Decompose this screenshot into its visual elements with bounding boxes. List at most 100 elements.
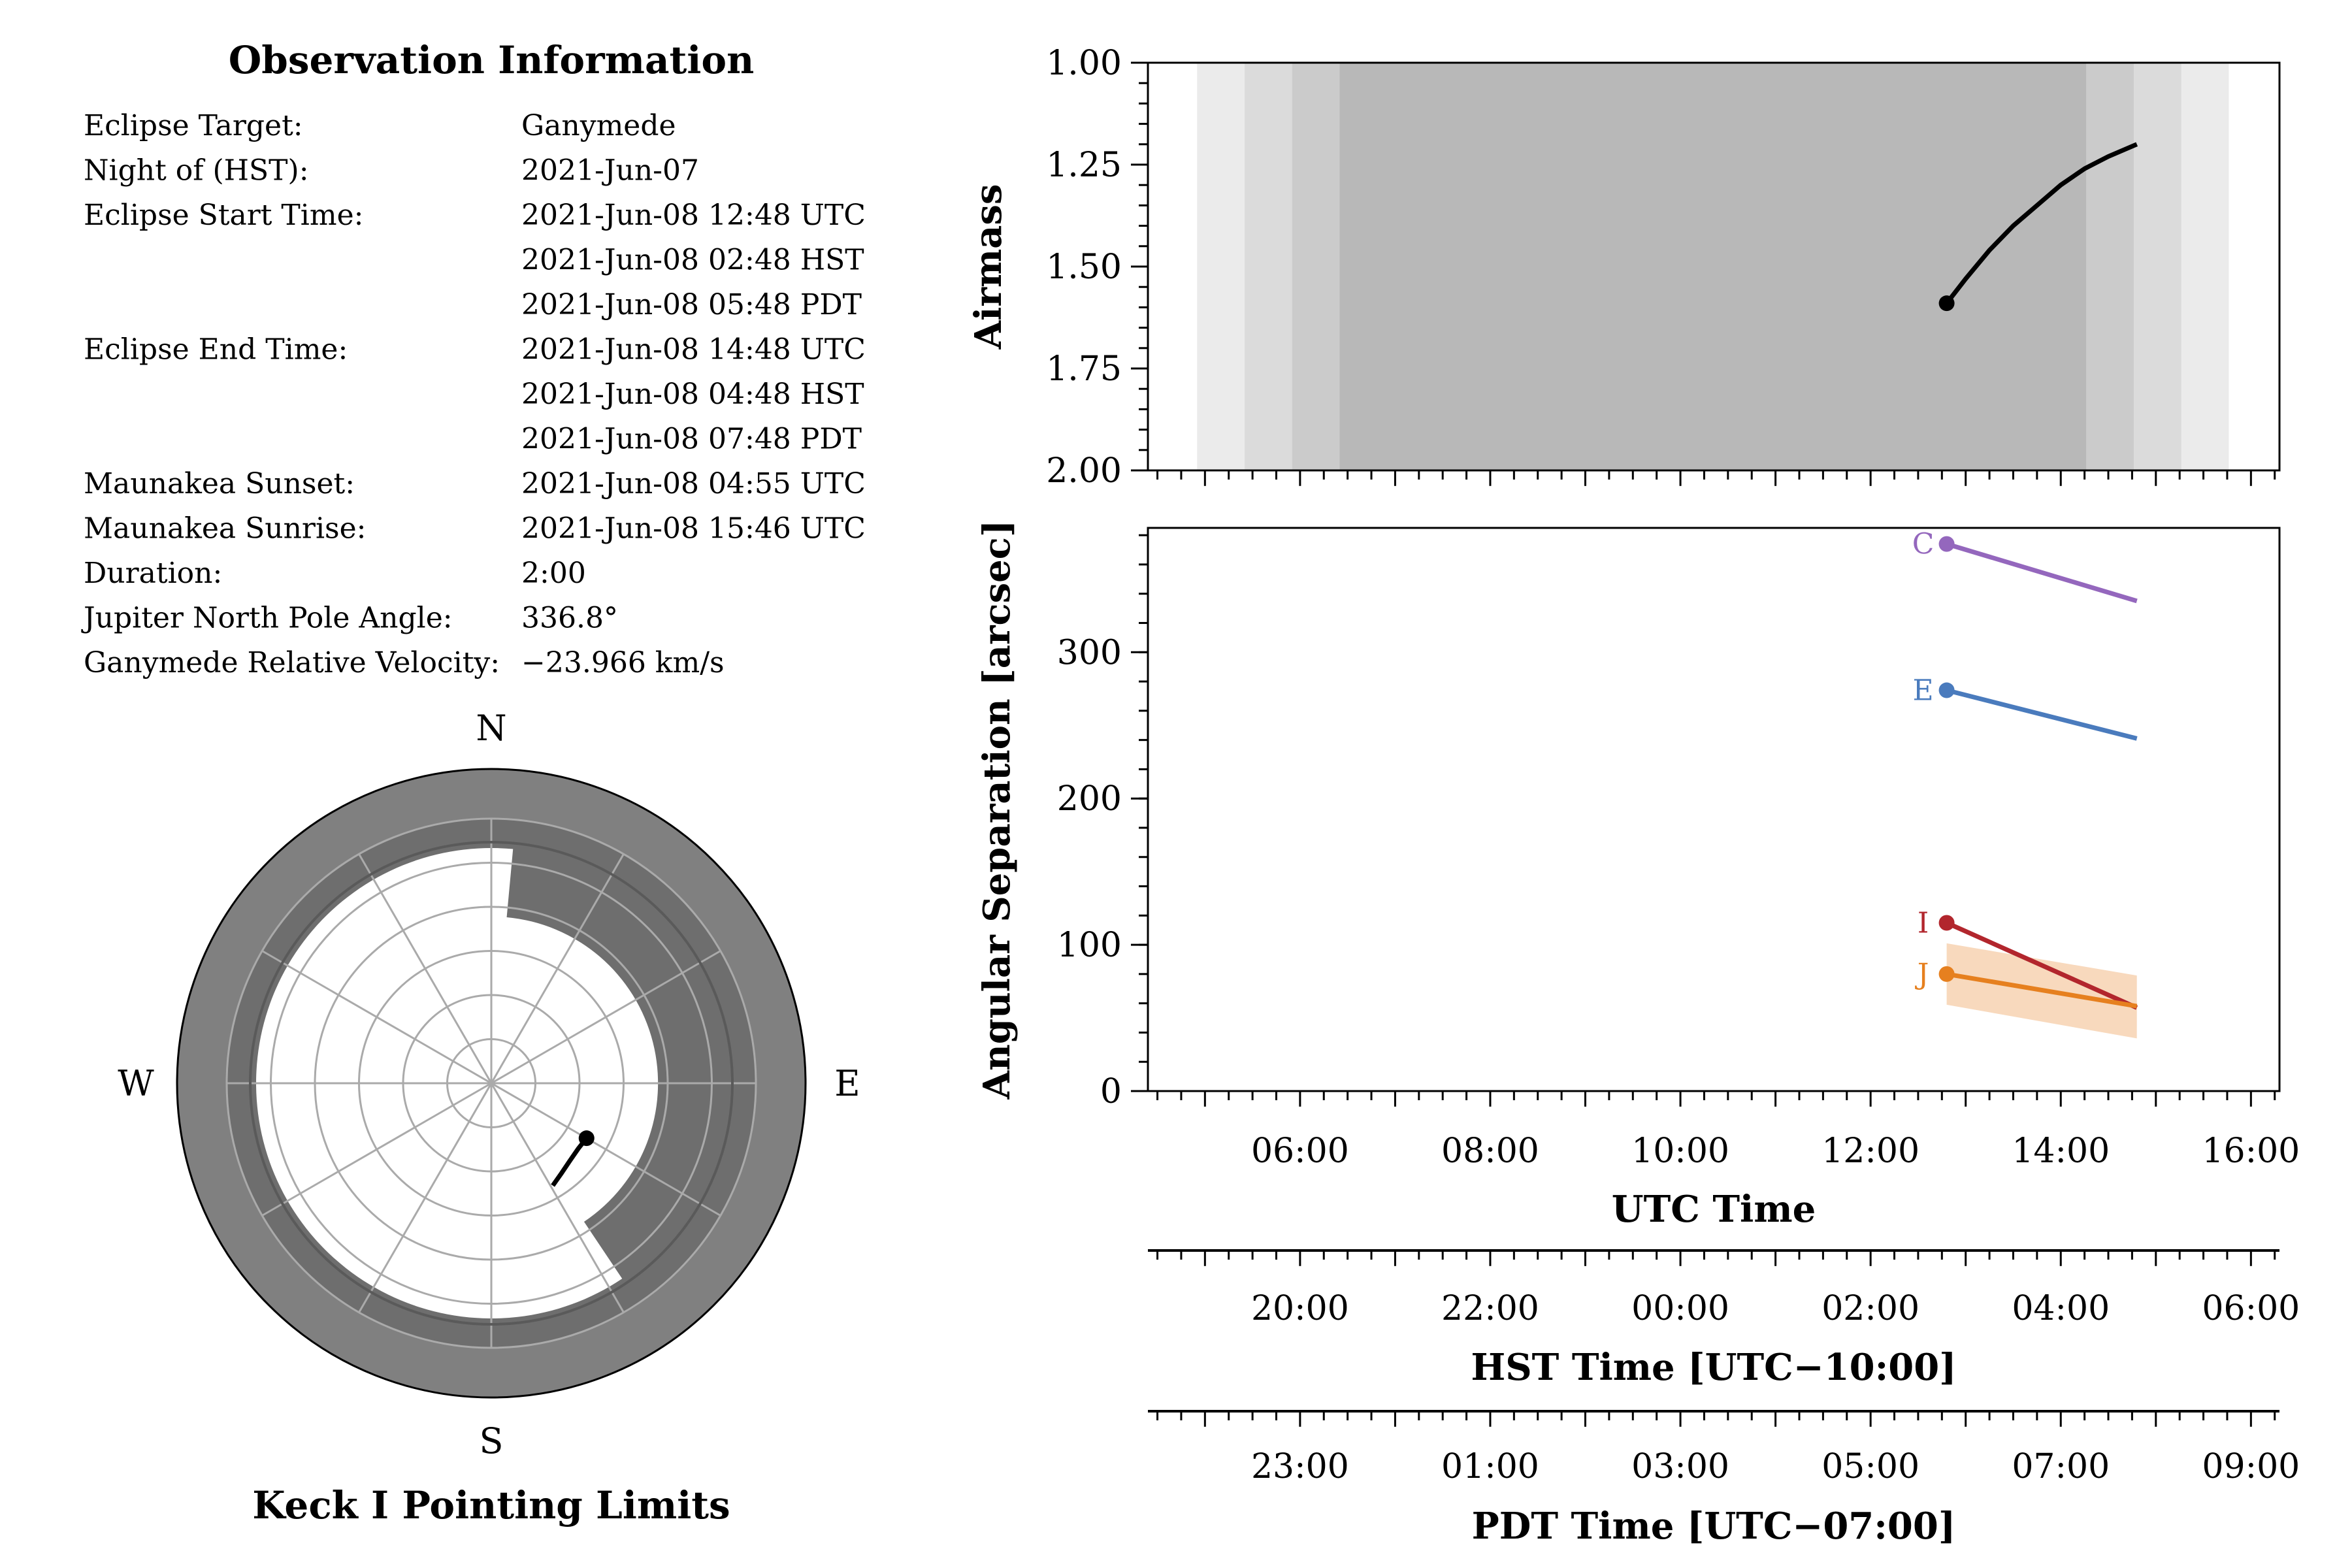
info-row-value: 336.8° — [521, 602, 618, 635]
info-row-label: Jupiter North Pole Angle: — [81, 602, 453, 635]
separation-plot-frame — [1147, 527, 2281, 1092]
info-row-value: 2021-Jun-07 — [521, 154, 699, 188]
series-C-label: C — [1912, 528, 1935, 561]
time-axes: 06:00 08:00 10:00 12:00 14:00 16:00 UTC Time 20… — [1148, 1132, 2300, 1548]
pointing-limits-title: Keck I Pointing Limits — [252, 1483, 730, 1527]
time-axis-tick-label: 05:00 — [1821, 1447, 1919, 1486]
compass-south: S — [480, 1420, 504, 1462]
info-row-value: 2021-Jun-08 14:48 UTC — [521, 333, 866, 367]
info-row-label: Eclipse Target: — [84, 109, 303, 142]
observation-info-panel: Observation Information Eclipse Target: G… — [81, 38, 866, 679]
info-row-label: Maunakea Sunrise: — [84, 512, 366, 546]
separation-y-axis: 0 100 200 300 — [1057, 534, 2276, 1111]
polar-grid-spoke — [490, 853, 625, 1084]
airmass-chart: 1.00 1.25 1.50 1.75 2.00 Airmass — [967, 44, 2281, 491]
series-C-line — [1946, 542, 2138, 604]
separation-y-tick-label: 0 — [1100, 1072, 1122, 1111]
info-row-value: Ganymede — [521, 109, 676, 142]
compass-east: E — [834, 1063, 860, 1104]
info-row-value: 2021-Jun-08 15:46 UTC — [521, 512, 866, 546]
time-axis-tick-label: 16:00 — [2202, 1132, 2300, 1171]
info-row-label: Duration: — [84, 557, 222, 590]
airmass-y-tick-label: 1.25 — [1046, 146, 1122, 185]
airmass-y-tick-label: 1.00 — [1046, 44, 1122, 83]
info-row-value: −23.966 km/s — [521, 646, 725, 679]
series-E-start-marker — [1938, 682, 1955, 698]
time-axis-tick-label: 07:00 — [2012, 1447, 2110, 1486]
separation-y-tick-label: 300 — [1057, 633, 1122, 672]
series-I-line — [1946, 921, 2138, 1010]
info-row-label: Night of (HST): — [84, 154, 309, 188]
ganymede-pointing-start-marker — [578, 1130, 595, 1147]
polar-grid — [225, 817, 757, 1349]
separation-series: C E IJ — [1912, 528, 2138, 1039]
info-row-label: Eclipse End Time: — [84, 333, 348, 367]
series-J-label: J — [1915, 958, 1929, 991]
time-axis-tick-label: 01:00 — [1441, 1447, 1539, 1486]
ganymede-pointing-track — [551, 1136, 589, 1187]
polar-grid-spoke — [491, 950, 721, 1085]
info-row-value: 2021-Jun-08 05:48 PDT — [521, 288, 862, 321]
info-row-label: Maunakea Sunset: — [84, 467, 355, 500]
info-rows: Eclipse Target: Ganymede Night of (HST): 20… — [81, 109, 866, 679]
airmass-y-axis: 1.00 1.25 1.50 1.75 2.00 — [1046, 44, 1148, 491]
twilight-bands — [1197, 63, 2229, 470]
info-row-label: Eclipse Start Time: — [84, 199, 363, 232]
info-row-value: 2021-Jun-08 12:48 UTC — [521, 199, 866, 232]
time-axis-tick-label: 14:00 — [2012, 1132, 2110, 1171]
airmass-x-ticks — [1156, 470, 2276, 486]
time-axis-tick-label: 23:00 — [1251, 1447, 1349, 1486]
compass-west: W — [118, 1063, 154, 1104]
info-row-value: 2021-Jun-08 02:48 HST — [521, 244, 864, 277]
series-I-label: I — [1918, 907, 1929, 940]
polar-grid-spoke — [358, 853, 493, 1084]
polar-limit-ring — [249, 841, 734, 1326]
series-E-line — [1946, 688, 2138, 741]
compass-north: N — [476, 708, 506, 749]
time-axis-tick-label: 22:00 — [1441, 1289, 1539, 1328]
polar-grid-spoke — [261, 950, 492, 1085]
airmass-start-marker — [1938, 295, 1955, 312]
polar-grid-spoke — [490, 1083, 625, 1313]
info-row-value: 2021-Jun-08 04:55 UTC — [521, 467, 866, 500]
info-row-label: Ganymede Relative Velocity: — [84, 646, 500, 679]
airmass-y-tick-label: 2.00 — [1046, 451, 1122, 491]
time-axis-label: PDT Time [UTC−07:00] — [1472, 1505, 1956, 1548]
time-axis-tick-label: 02:00 — [1821, 1289, 1919, 1328]
time-axis-tick-label: 20:00 — [1251, 1289, 1349, 1328]
time-axis-tick-label: 06:00 — [1251, 1132, 1349, 1171]
time-axis-tick-label: 03:00 — [1631, 1447, 1729, 1486]
polar-grid-spoke — [358, 1083, 493, 1313]
series-C-start-marker — [1938, 536, 1955, 552]
info-row-value: 2021-Jun-08 04:48 HST — [521, 378, 864, 411]
info-row-value: 2021-Jun-08 07:48 PDT — [521, 423, 862, 456]
polar-grid-spoke — [261, 1082, 492, 1217]
time-axis-tick-label: 10:00 — [1631, 1132, 1729, 1171]
time-axis-tick-label: 09:00 — [2202, 1447, 2300, 1486]
time-axis-tick-label: 08:00 — [1441, 1132, 1539, 1171]
info-row-value: 2:00 — [521, 557, 586, 590]
airmass-y-tick-label: 1.75 — [1046, 350, 1122, 389]
separation-chart: 0 100 200 300 C E IJ Angular Separation [arcs… — [975, 520, 2281, 1111]
series-J-start-marker — [1938, 966, 1955, 982]
separation-y-label: Angular Separation [arcsec] — [975, 520, 1019, 1100]
polar-grid-spoke — [491, 1082, 721, 1217]
airmass-curve — [1944, 142, 2138, 305]
time-axis-tick-label: 12:00 — [1821, 1132, 1919, 1171]
airmass-y-label: Airmass — [967, 184, 1010, 350]
time-axis-label: UTC Time — [1612, 1188, 1816, 1231]
separation-y-tick-label: 100 — [1057, 926, 1122, 965]
series-E-label: E — [1913, 674, 1934, 708]
airmass-y-tick-label: 1.50 — [1046, 248, 1122, 287]
series-J-line — [1946, 972, 2138, 1009]
separation-y-tick-label: 200 — [1057, 779, 1122, 819]
series-I-start-marker — [1938, 915, 1955, 931]
time-axis-label: HST Time [UTC−10:00] — [1471, 1346, 1956, 1389]
time-axis-tick-label: 06:00 — [2202, 1289, 2300, 1328]
info-title: Observation Information — [229, 38, 754, 82]
time-axis-tick-label: 00:00 — [1631, 1289, 1729, 1328]
pointing-limits-panel: N S E W Keck I Pointing Limits — [118, 708, 860, 1527]
time-axis-tick-label: 04:00 — [2012, 1289, 2110, 1328]
